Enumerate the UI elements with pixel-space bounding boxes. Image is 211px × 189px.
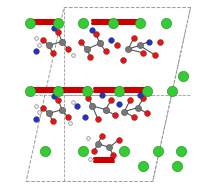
Point (159, 40, 162, 43)
Point (92, 150, 96, 153)
Point (89, 55, 92, 58)
Point (91, 29, 94, 32)
Point (104, 50, 107, 53)
Point (110, 99, 113, 102)
Point (123, 110, 126, 113)
Point (53, 95, 56, 98)
Point (123, 150, 126, 153)
Point (47, 44, 50, 47)
Point (132, 36, 135, 39)
Point (142, 51, 145, 54)
Point (145, 112, 149, 115)
Point (34, 36, 37, 39)
Point (100, 135, 103, 138)
Point (66, 116, 69, 119)
Point (87, 136, 90, 139)
Point (68, 121, 71, 124)
Point (57, 31, 60, 34)
Point (147, 40, 151, 43)
Point (81, 21, 85, 24)
Point (179, 150, 183, 153)
Point (57, 21, 60, 24)
Point (98, 42, 101, 45)
Point (142, 165, 145, 168)
Point (96, 142, 100, 145)
Point (60, 108, 64, 111)
Point (117, 102, 120, 105)
Point (110, 38, 113, 41)
Point (132, 116, 135, 119)
Point (41, 106, 45, 109)
Point (38, 110, 41, 113)
Point (34, 50, 37, 53)
Point (51, 51, 54, 54)
Point (113, 114, 117, 117)
Point (100, 93, 103, 96)
Point (72, 53, 75, 56)
Point (121, 59, 124, 62)
Point (57, 89, 60, 92)
Point (51, 119, 54, 122)
Point (117, 89, 120, 92)
Point (136, 106, 139, 109)
Point (94, 33, 98, 36)
Point (83, 116, 86, 119)
Point (53, 27, 56, 30)
Point (145, 89, 149, 92)
Point (81, 150, 85, 153)
Point (111, 21, 115, 24)
Point (28, 89, 32, 92)
Point (181, 74, 185, 77)
Point (79, 40, 83, 43)
Point (117, 138, 120, 141)
Point (91, 104, 94, 107)
Point (128, 99, 132, 102)
Point (38, 44, 41, 47)
Point (157, 150, 160, 153)
Point (72, 101, 75, 104)
Point (76, 104, 79, 107)
Point (89, 157, 92, 160)
Point (57, 99, 60, 102)
Point (66, 48, 69, 51)
Point (87, 97, 90, 100)
Point (34, 118, 37, 121)
Point (115, 44, 119, 47)
Point (138, 21, 141, 24)
Point (138, 93, 141, 96)
Point (85, 48, 88, 51)
Point (47, 112, 50, 115)
Point (85, 89, 88, 92)
Point (34, 104, 37, 107)
Point (176, 165, 179, 168)
Point (43, 150, 47, 153)
Point (108, 146, 111, 149)
Point (41, 38, 45, 41)
Point (96, 118, 100, 121)
Point (138, 44, 141, 47)
Point (60, 40, 64, 43)
Point (111, 153, 115, 156)
Point (104, 108, 107, 111)
Point (170, 89, 173, 92)
Point (153, 53, 156, 56)
Point (126, 48, 130, 51)
Point (28, 21, 32, 24)
Point (164, 21, 168, 24)
Point (142, 97, 145, 100)
